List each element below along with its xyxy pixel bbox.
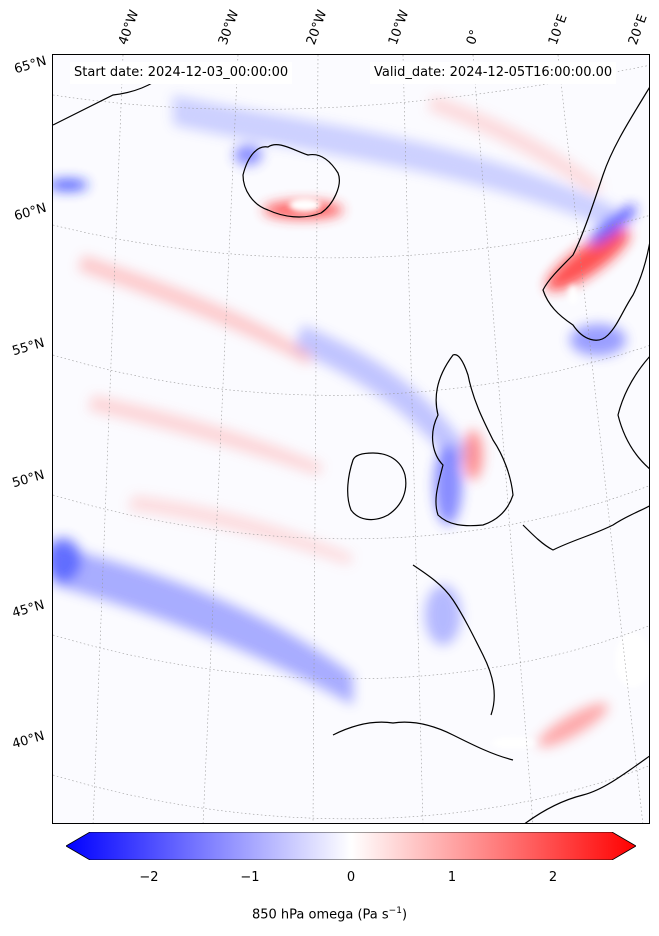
start-date-label: Start date: 2024-12-03_00:00:00 [70, 62, 293, 84]
blue-nw-edge [53, 179, 88, 191]
norway-coast [542, 87, 649, 341]
lon-label-20w: 20°W [303, 8, 331, 47]
lat-label-40n: 40°N [10, 728, 47, 753]
lon-label-10e: 10°E [545, 12, 571, 48]
missing-data [289, 198, 649, 749]
red-streak-1 [78, 255, 313, 365]
colorbar-title-text: 850 hPa omega (Pa s [251, 907, 389, 923]
coastlines [53, 74, 649, 823]
colorbar-tick-0: 0 [346, 870, 356, 885]
lat-label-65n: 65°N [12, 53, 49, 78]
red-streak-4 [428, 95, 603, 195]
colorbar-tick-2: 2 [548, 870, 558, 885]
lat-label-45n: 45°N [10, 597, 47, 622]
colorbar-title: 850 hPa omega (Pa s−1) [0, 906, 659, 922]
red-iberia [538, 703, 608, 747]
lon-label-30w: 30°W [215, 8, 243, 47]
omega-field-map [53, 55, 649, 823]
blue-band-north [173, 95, 613, 230]
iceland-coast [242, 143, 340, 218]
red-core-uk [463, 430, 483, 480]
red-streak-3 [128, 495, 353, 565]
colorbar-body [66, 832, 636, 860]
colorbar [66, 832, 636, 860]
colorbar-title-exponent: −1 [388, 906, 402, 916]
lon-label-0: 0° [463, 27, 484, 47]
britain-coast [431, 354, 514, 527]
valid-date-label: Valid_date: 2024-12-05T16:00:00.00 [370, 62, 617, 84]
africa-coast [524, 755, 649, 823]
colorbar-tick-neg1: −1 [240, 870, 260, 885]
lon-label-40w: 40°W [115, 8, 143, 47]
lon-label-10w: 10°W [385, 8, 413, 47]
blue-west-edge [53, 538, 81, 582]
lat-label-55n: 55°N [10, 335, 47, 360]
blue-core-uk [434, 445, 462, 525]
lon-label-20e: 20°E [625, 12, 651, 48]
blue-band-west [53, 545, 353, 705]
scandinavia-denmark [522, 505, 649, 551]
sweden-coast [617, 356, 649, 469]
lat-label-60n: 60°N [12, 200, 49, 225]
colorbar-tick-neg2: −2 [139, 870, 159, 885]
red-core-norway [546, 229, 630, 291]
blue-core-iceland [234, 145, 262, 165]
blue-band-central [293, 325, 473, 465]
red-streak-2 [88, 395, 323, 475]
lat-label-50n: 50°N [10, 467, 47, 492]
colorbar-tick-1: 1 [447, 870, 457, 885]
graticule [53, 55, 649, 823]
map-panel [52, 54, 650, 824]
iberia-coast [332, 721, 514, 761]
ireland-coast [347, 452, 407, 521]
blue-biscay [425, 585, 461, 645]
omega-field [53, 95, 637, 747]
france-coast [412, 564, 495, 716]
colorbar-title-end: ) [401, 907, 408, 923]
